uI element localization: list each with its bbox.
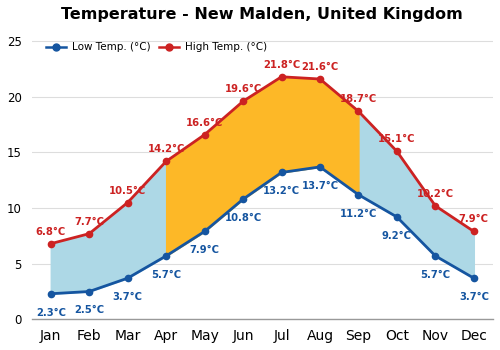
- Text: 6.8°C: 6.8°C: [36, 227, 66, 237]
- High Temp. (°C): [86, 232, 92, 236]
- Text: 3.7°C: 3.7°C: [112, 292, 142, 302]
- Text: 16.6°C: 16.6°C: [186, 118, 224, 128]
- Text: 10.5°C: 10.5°C: [109, 186, 146, 196]
- Text: 7.9°C: 7.9°C: [459, 215, 489, 224]
- High Temp. (°C): [240, 99, 246, 103]
- Title: Temperature - New Malden, United Kingdom: Temperature - New Malden, United Kingdom: [62, 7, 463, 22]
- Text: 13.2°C: 13.2°C: [263, 186, 300, 196]
- Line: High Temp. (°C): High Temp. (°C): [48, 74, 477, 247]
- Text: 9.2°C: 9.2°C: [382, 231, 412, 241]
- Legend: Low Temp. (°C), High Temp. (°C): Low Temp. (°C), High Temp. (°C): [42, 38, 271, 56]
- Text: 18.7°C: 18.7°C: [340, 94, 377, 104]
- Text: 2.5°C: 2.5°C: [74, 306, 104, 315]
- High Temp. (°C): [48, 241, 54, 246]
- Low Temp. (°C): [48, 292, 54, 296]
- Low Temp. (°C): [356, 193, 362, 197]
- Low Temp. (°C): [394, 215, 400, 219]
- Low Temp. (°C): [163, 254, 169, 258]
- Text: 2.3°C: 2.3°C: [36, 308, 66, 318]
- Text: 10.2°C: 10.2°C: [417, 189, 454, 199]
- Low Temp. (°C): [317, 165, 323, 169]
- High Temp. (°C): [317, 77, 323, 81]
- High Temp. (°C): [394, 149, 400, 153]
- Text: 3.7°C: 3.7°C: [459, 292, 489, 302]
- Low Temp. (°C): [471, 276, 477, 280]
- High Temp. (°C): [356, 109, 362, 113]
- High Temp. (°C): [124, 201, 130, 205]
- Text: 7.9°C: 7.9°C: [190, 245, 220, 256]
- Text: 11.2°C: 11.2°C: [340, 209, 377, 219]
- High Temp. (°C): [432, 204, 438, 208]
- Low Temp. (°C): [240, 197, 246, 201]
- High Temp. (°C): [163, 159, 169, 163]
- Text: 21.8°C: 21.8°C: [263, 60, 300, 70]
- Low Temp. (°C): [86, 289, 92, 294]
- High Temp. (°C): [202, 133, 207, 137]
- Low Temp. (°C): [278, 170, 284, 175]
- Text: 13.7°C: 13.7°C: [302, 181, 339, 191]
- Text: 7.7°C: 7.7°C: [74, 217, 104, 227]
- Text: 14.2°C: 14.2°C: [148, 145, 185, 154]
- Text: 21.6°C: 21.6°C: [302, 62, 339, 72]
- High Temp. (°C): [278, 75, 284, 79]
- Low Temp. (°C): [202, 229, 207, 233]
- Low Temp. (°C): [124, 276, 130, 280]
- Text: 15.1°C: 15.1°C: [378, 134, 416, 145]
- Text: 5.7°C: 5.7°C: [151, 270, 181, 280]
- Low Temp. (°C): [432, 254, 438, 258]
- Line: Low Temp. (°C): Low Temp. (°C): [48, 164, 477, 297]
- Text: 10.8°C: 10.8°C: [224, 213, 262, 223]
- Text: 19.6°C: 19.6°C: [224, 84, 262, 94]
- Text: 5.7°C: 5.7°C: [420, 270, 450, 280]
- High Temp. (°C): [471, 229, 477, 233]
